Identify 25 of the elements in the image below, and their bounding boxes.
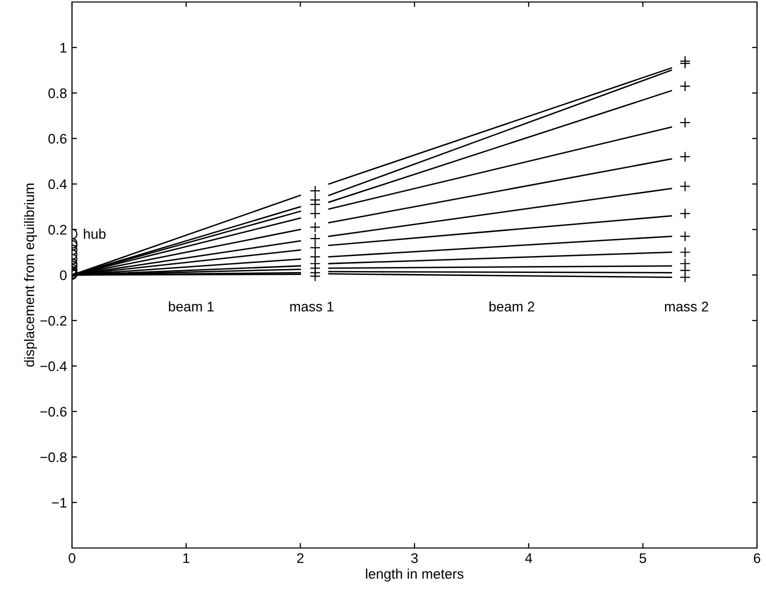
y-tick-label: 0.2 — [48, 224, 66, 235]
annotation: beam 2 — [490, 301, 534, 312]
y-tick-label: −1 — [52, 498, 66, 508]
annotation: mass 1 — [290, 302, 334, 312]
x-tick-label: 6 — [754, 553, 760, 564]
annotation: hub — [84, 228, 106, 239]
y-tick-label: 0.4 — [48, 179, 67, 190]
y-tick-label: −0.2 — [40, 316, 66, 326]
y-tick-label: 0.8 — [48, 88, 67, 98]
annotation: beam 1 — [168, 301, 214, 312]
y-tick-label: 0.6 — [48, 134, 67, 144]
annotation: mass 2 — [664, 302, 708, 312]
y-tick-label: −0.8 — [40, 452, 67, 462]
y-tick-label: 0 — [60, 270, 67, 280]
x-tick-label: 1 — [183, 553, 190, 563]
x-tick-label: 4 — [525, 553, 532, 563]
x-axis-title: length in meters — [366, 568, 464, 582]
x-tick-label: 2 — [297, 553, 304, 563]
x-tick-label: 0 — [68, 553, 76, 564]
x-tick-label: 5 — [640, 553, 646, 564]
y-tick-label: 1 — [60, 42, 66, 53]
x-tick-label: 3 — [411, 553, 418, 564]
y-tick-label: −0.6 — [40, 406, 67, 417]
y-axis-title: displacement from equilibrium — [24, 184, 37, 367]
y-tick-label: −0.4 — [40, 361, 67, 372]
